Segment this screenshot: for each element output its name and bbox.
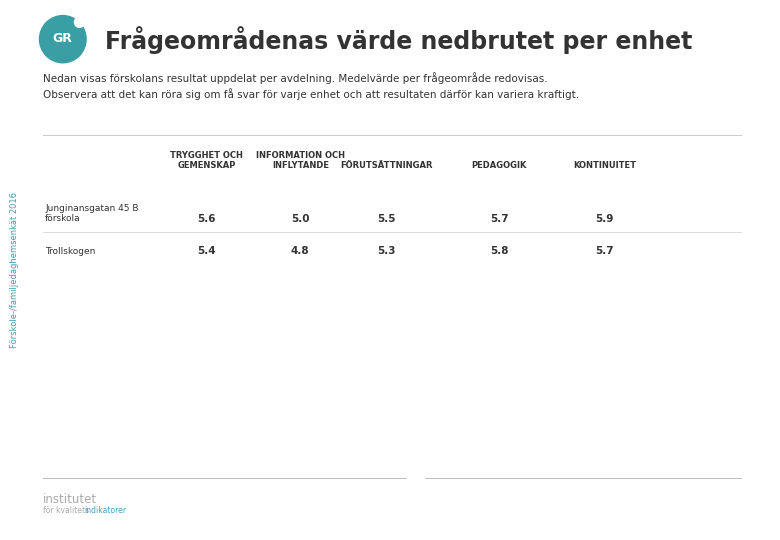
Text: indikatorer: indikatorer bbox=[84, 506, 126, 515]
Text: 5.9: 5.9 bbox=[595, 214, 614, 224]
Text: TRYGGHET OCH
GEMENSKAP: TRYGGHET OCH GEMENSKAP bbox=[170, 151, 243, 170]
Text: 5.8: 5.8 bbox=[490, 246, 509, 256]
Circle shape bbox=[40, 16, 86, 63]
Text: Förskole-/familjedaghemsenkät 2016: Förskole-/familjedaghemsenkät 2016 bbox=[9, 192, 19, 348]
Text: GR: GR bbox=[53, 32, 73, 45]
Text: 5.5: 5.5 bbox=[377, 214, 395, 224]
Text: 5.7: 5.7 bbox=[595, 246, 614, 256]
Text: Nedan visas förskolans resultat uppdelat per avdelning. Medelvärde per frågeområ: Nedan visas förskolans resultat uppdelat… bbox=[43, 72, 548, 84]
Text: Frågeområdenas värde nedbrutet per enhet: Frågeområdenas värde nedbrutet per enhet bbox=[105, 26, 693, 55]
Text: INFORMATION OCH
INFLYTANDE: INFORMATION OCH INFLYTANDE bbox=[256, 151, 345, 170]
Text: 4.8: 4.8 bbox=[291, 246, 310, 256]
Text: 5.7: 5.7 bbox=[490, 214, 509, 224]
Text: Trollskogen: Trollskogen bbox=[45, 247, 96, 255]
Text: 5.0: 5.0 bbox=[291, 214, 310, 224]
Text: FÖRUTSÄTTNINGAR: FÖRUTSÄTTNINGAR bbox=[340, 161, 432, 170]
Text: KONTINUITET: KONTINUITET bbox=[573, 161, 636, 170]
Text: institutet: institutet bbox=[43, 493, 97, 506]
Text: 5.4: 5.4 bbox=[197, 246, 216, 256]
Text: Junginansgatan 45 B
förskola: Junginansgatan 45 B förskola bbox=[45, 204, 139, 223]
Text: 5.6: 5.6 bbox=[197, 214, 216, 224]
Text: för kvalitets: för kvalitets bbox=[43, 506, 89, 515]
Text: PEDAGOGIK: PEDAGOGIK bbox=[472, 161, 526, 170]
Circle shape bbox=[74, 17, 84, 28]
Text: Observera att det kan röra sig om få svar för varje enhet och att resultaten där: Observera att det kan röra sig om få sva… bbox=[43, 89, 579, 100]
Text: 5.3: 5.3 bbox=[377, 246, 395, 256]
